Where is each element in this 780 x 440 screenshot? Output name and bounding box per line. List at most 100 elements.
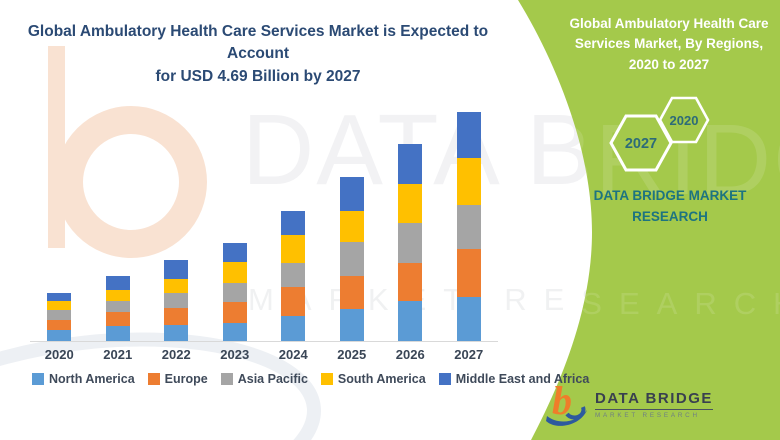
- bar-slot-2025: [323, 100, 382, 341]
- logo-text: DATA BRIDGE MARKET RESEARCH: [595, 390, 713, 419]
- stacked-bar-2027: [456, 112, 481, 341]
- bar-segment-south-america: [456, 157, 481, 205]
- legend-label: North America: [49, 372, 135, 386]
- legend-label: South America: [337, 372, 426, 386]
- bar-slot-2026: [381, 100, 440, 341]
- bar-segment-europe: [164, 307, 189, 326]
- legend-marker-icon: [147, 373, 160, 385]
- logo-b-glyph: b: [552, 381, 572, 423]
- bar-segment-asia-pacific: [47, 309, 72, 320]
- brand-text: DATA BRIDGE MARKET RESEARCH: [593, 188, 747, 224]
- bar-segment-south-america: [281, 235, 306, 264]
- bar-segment-middle-east-and-africa: [164, 260, 189, 280]
- bar-segment-europe: [456, 249, 481, 297]
- legend-label: Asia Pacific: [237, 372, 308, 386]
- bar-segment-asia-pacific: [398, 223, 423, 263]
- x-axis-label-2024: 2024: [278, 347, 308, 362]
- legend-marker-icon: [438, 373, 451, 385]
- bar-segment-middle-east-and-africa: [105, 275, 130, 290]
- bar-segment-europe: [222, 301, 247, 324]
- bar-slot-2022: [147, 100, 206, 341]
- legend-item-europe: Europe: [147, 372, 208, 386]
- databridge-logo: b DATA BRIDGE MARKET RESEARCH: [543, 381, 713, 427]
- bar-segment-north-america: [456, 296, 481, 341]
- side-panel-title: Global Ambulatory Health Care Services M…: [569, 16, 769, 72]
- databridge-logo-icon: b: [546, 381, 587, 426]
- x-axis-label-2020: 2020: [44, 347, 74, 362]
- legend-marker-icon: [32, 373, 44, 385]
- bar-segment-north-america: [47, 329, 72, 341]
- watermark-swoosh-ellipse: [0, 332, 321, 440]
- bar-segment-asia-pacific: [281, 263, 306, 288]
- x-axis-label-2023: 2023: [220, 347, 250, 362]
- legend-item-middle-east-and-africa: Middle East and Africa: [438, 372, 590, 386]
- x-axis-label-2022: 2022: [161, 347, 191, 362]
- bar-slot-2023: [206, 100, 265, 341]
- stacked-bar-2024: [281, 210, 306, 341]
- bar-segment-middle-east-and-africa: [222, 242, 247, 262]
- hexagon-badges: 2020 2027: [609, 96, 710, 172]
- bar-segment-middle-east-and-africa: [398, 144, 423, 185]
- bar-segment-north-america: [398, 301, 423, 341]
- legend-label: Europe: [164, 372, 208, 386]
- bar-segment-asia-pacific: [456, 204, 481, 250]
- bar-segment-south-america: [222, 261, 247, 283]
- chart-legend: North America Europe Asia Pacific South Ame…: [32, 372, 589, 386]
- x-axis-label-2027: 2027: [454, 347, 484, 362]
- x-axis-labels: 2020 2021 2022 2023 2024 2025 2026 2027: [30, 347, 498, 362]
- logo-subtitle: MARKET RESEARCH: [595, 411, 700, 419]
- bar-segment-asia-pacific: [164, 293, 189, 308]
- stacked-bar-2026: [398, 144, 423, 341]
- bar-segment-asia-pacific: [339, 242, 364, 276]
- logo-swoosh-arc: [565, 406, 586, 420]
- bar-segment-middle-east-and-africa: [339, 176, 364, 212]
- chart-title: Global Ambulatory Health Care Services M…: [27, 23, 489, 85]
- bar-segment-europe: [47, 319, 72, 330]
- logo-swoosh: [546, 410, 587, 426]
- bar-slot-2027: [440, 100, 499, 341]
- bar-segment-north-america: [281, 316, 306, 341]
- legend-marker-icon: [220, 373, 233, 385]
- bar-segment-middle-east-and-africa: [47, 293, 72, 302]
- bar-segment-south-america: [339, 211, 364, 243]
- bar-segment-europe: [398, 262, 423, 301]
- hexagon-2020-label: 2020: [670, 113, 699, 128]
- bar-segment-europe: [339, 275, 364, 309]
- legend-item-south-america: South America: [320, 372, 426, 386]
- bar-segment-europe: [281, 287, 306, 317]
- stacked-bar-chart: [30, 100, 498, 342]
- stacked-bar-2020: [47, 293, 72, 341]
- stacked-bar-2021: [105, 275, 130, 341]
- bar-segment-asia-pacific: [105, 301, 130, 313]
- bar-slot-2024: [264, 100, 323, 341]
- legend-label: Middle East and Africa: [455, 372, 590, 386]
- bar-segment-south-america: [398, 184, 423, 224]
- hexagon-2027-label: 2027: [625, 136, 657, 152]
- bar-segment-south-america: [164, 279, 189, 294]
- x-axis-label-2025: 2025: [337, 347, 367, 362]
- x-axis-label-2021: 2021: [103, 347, 133, 362]
- hexagon-badge-2027: [609, 114, 673, 172]
- bar-segment-asia-pacific: [222, 282, 247, 302]
- stacked-bar-2025: [339, 176, 364, 341]
- logo-name: DATA BRIDGE: [595, 390, 713, 410]
- stacked-bar-2023: [222, 242, 247, 341]
- legend-item-north-america: North America: [32, 372, 135, 386]
- bar-segment-north-america: [222, 323, 247, 341]
- stacked-bar-2022: [164, 260, 189, 341]
- bar-slot-2021: [89, 100, 148, 341]
- bar-segment-north-america: [164, 325, 189, 341]
- x-axis-label-2026: 2026: [395, 347, 425, 362]
- bar-segment-south-america: [47, 301, 72, 310]
- bar-segment-middle-east-and-africa: [281, 210, 306, 236]
- bar-slot-2020: [30, 100, 89, 341]
- bar-segment-north-america: [339, 308, 364, 341]
- bar-segment-middle-east-and-africa: [456, 112, 481, 158]
- legend-marker-icon: [320, 373, 333, 385]
- watermark-b-bowl: [55, 106, 207, 258]
- legend-item-asia-pacific: Asia Pacific: [220, 372, 308, 386]
- bar-segment-europe: [105, 312, 130, 327]
- bar-segment-south-america: [105, 289, 130, 302]
